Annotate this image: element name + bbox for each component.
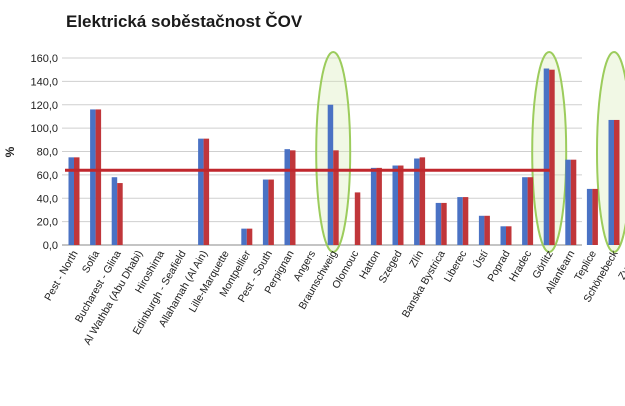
y-tick-label: 20,0 [37,217,58,229]
bar-series-b [333,150,339,245]
bar-series-a [586,188,593,245]
bar-series-b [506,226,512,245]
bar-series-b [246,228,253,245]
bar-series-b [354,192,361,245]
bar-series-a [284,149,290,245]
bar-series-b [549,69,555,245]
y-tick-label: 60,0 [37,170,58,182]
bar-series-a [241,228,247,245]
x-tick-label: Zlín [407,248,426,269]
bar-series-a [522,177,528,245]
chart-title: Elektrická soběstačnost ČOV [66,12,303,31]
bar-series-a [111,177,118,245]
bar-series-b [398,165,404,245]
bar-series-b [462,197,469,245]
bar-series-b [419,157,426,245]
y-tick-label: 120,0 [30,100,58,112]
bar-series-b [441,202,447,245]
y-axis-label: % [3,146,17,157]
x-tick-label: Banska Bystrica [400,248,448,319]
bar-series-a [392,165,398,245]
bar-series-a [370,167,377,245]
bar-series-b [484,215,490,245]
y-tick-label: 80,0 [37,147,58,159]
bar-series-a [327,104,334,245]
bar-series-a [68,157,74,245]
bar-series-b [268,179,274,245]
bar-series-b [117,183,123,245]
y-tick-label: 140,0 [30,76,58,88]
bar-series-a [90,109,96,245]
bar-series-b [203,138,210,245]
bar-series-a [414,158,420,245]
x-tick-label: Pest - North [42,248,80,303]
y-tick-label: 40,0 [37,193,58,205]
bar-series-b [95,109,102,245]
x-tick-label: Ústí [470,248,491,271]
bar-series-a [543,68,550,245]
bar-series-a [198,138,204,245]
bar-series-b [290,150,296,245]
bar-series-b [592,188,598,245]
bar-series-a [478,215,485,245]
y-tick-label: 100,0 [30,123,58,135]
bar-series-a [435,202,442,245]
bar-series-b [570,159,577,245]
bar-series-a [608,119,614,245]
bar-series-a [500,226,506,245]
bar-series-b [527,177,534,245]
x-tick-label: Sofia [80,248,102,275]
bar-series-b [74,157,80,245]
bar-series-b [614,119,620,245]
y-tick-label: 160,0 [30,53,58,65]
y-tick-label: 0,0 [43,240,58,252]
bar-series-a [457,197,463,245]
bar-series-a [565,159,571,245]
bar-series-b [376,167,382,245]
bar-series-a [262,179,269,245]
